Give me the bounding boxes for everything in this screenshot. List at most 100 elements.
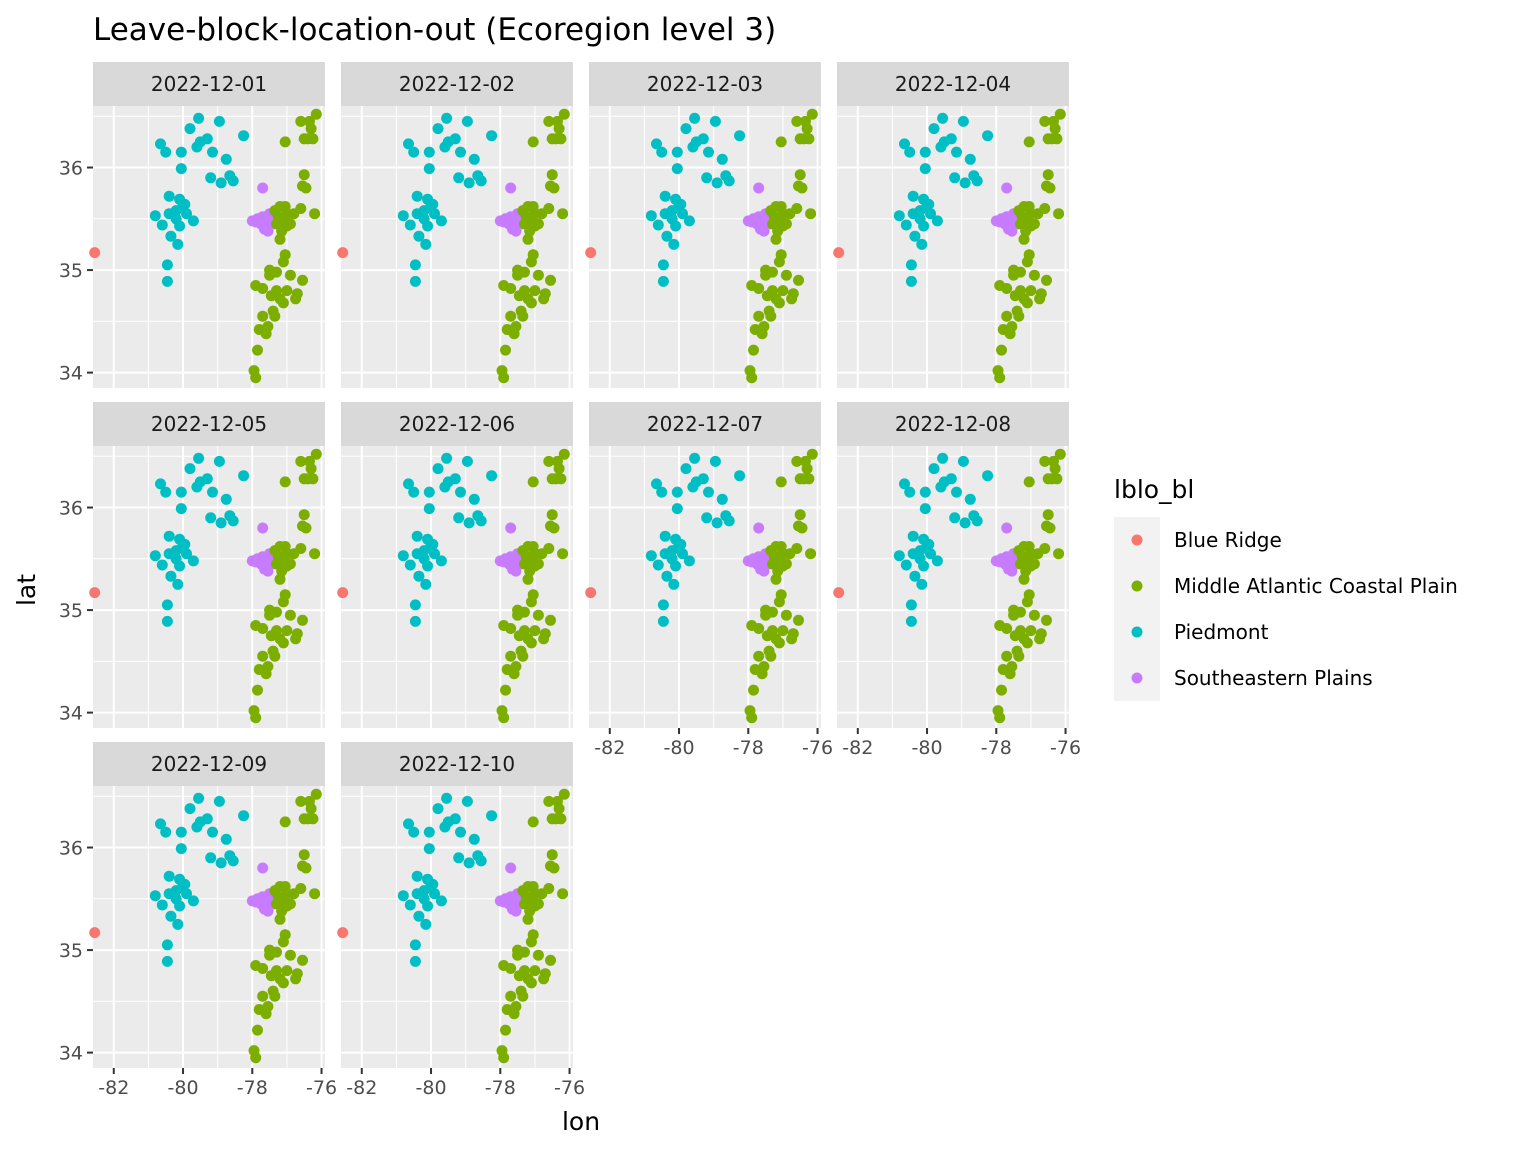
x-tick-label: -76 bbox=[554, 1077, 585, 1099]
data-point bbox=[1053, 548, 1065, 560]
data-point bbox=[181, 888, 192, 900]
data-point bbox=[310, 448, 322, 460]
data-point bbox=[257, 623, 269, 634]
legend-label: Middle Atlantic Coastal Plain bbox=[1174, 574, 1458, 598]
data-point bbox=[945, 133, 957, 145]
data-point bbox=[512, 604, 524, 616]
data-point bbox=[413, 230, 425, 242]
data-point bbox=[557, 548, 569, 560]
data-point bbox=[409, 955, 421, 967]
data-point bbox=[801, 123, 813, 135]
data-point bbox=[191, 141, 203, 153]
data-point bbox=[1049, 463, 1061, 475]
data-point bbox=[501, 664, 513, 675]
data-point bbox=[748, 344, 759, 356]
data-point bbox=[914, 553, 926, 565]
data-point bbox=[264, 604, 276, 616]
data-point bbox=[522, 233, 534, 245]
data-point bbox=[997, 324, 1009, 335]
data-point bbox=[532, 609, 544, 621]
data-point bbox=[1053, 208, 1065, 220]
data-point bbox=[290, 633, 302, 645]
y-tick-label: 34 bbox=[59, 363, 83, 385]
data-point bbox=[1021, 637, 1033, 649]
data-point bbox=[900, 219, 912, 231]
data-point bbox=[512, 944, 524, 956]
data-point bbox=[295, 455, 307, 467]
data-point bbox=[904, 486, 916, 498]
data-point bbox=[1025, 625, 1037, 637]
data-point bbox=[711, 517, 723, 529]
data-point bbox=[928, 123, 940, 135]
data-point bbox=[668, 238, 680, 250]
legend: lblo_bl Blue Ridge Middle Atlantic Coasta… bbox=[1114, 475, 1458, 701]
data-point bbox=[949, 512, 961, 524]
data-point bbox=[971, 515, 983, 527]
data-point bbox=[257, 522, 269, 534]
data-point bbox=[281, 888, 293, 900]
data-point bbox=[925, 208, 936, 220]
data-point bbox=[1021, 596, 1033, 608]
data-point bbox=[184, 123, 196, 135]
facet-strip bbox=[93, 62, 325, 106]
data-point bbox=[1009, 630, 1021, 642]
data-point bbox=[931, 215, 943, 227]
legend-item: Middle Atlantic Coastal Plain bbox=[1114, 563, 1458, 609]
data-point bbox=[666, 213, 678, 225]
facet-strip bbox=[93, 402, 325, 446]
data-point bbox=[475, 175, 487, 187]
data-point bbox=[659, 530, 671, 542]
data-point bbox=[1023, 136, 1035, 148]
data-point bbox=[529, 625, 541, 637]
data-point bbox=[486, 130, 498, 142]
data-point bbox=[585, 247, 597, 259]
data-point bbox=[409, 275, 421, 287]
data-point bbox=[1001, 623, 1013, 634]
data-point bbox=[661, 230, 673, 242]
data-point bbox=[441, 792, 453, 804]
data-point bbox=[175, 843, 187, 855]
data-point bbox=[501, 324, 513, 335]
data-point bbox=[220, 833, 232, 845]
data-point bbox=[753, 623, 765, 634]
data-point bbox=[1008, 604, 1020, 616]
data-point bbox=[337, 247, 349, 259]
data-point bbox=[532, 269, 544, 281]
data-point bbox=[1025, 208, 1037, 220]
data-point bbox=[532, 898, 544, 910]
data-point bbox=[763, 305, 775, 317]
data-point bbox=[264, 944, 276, 956]
data-point bbox=[683, 215, 695, 227]
data-point bbox=[257, 963, 269, 974]
data-point bbox=[527, 816, 539, 828]
data-point bbox=[505, 182, 517, 194]
data-point bbox=[532, 558, 544, 570]
data-point bbox=[914, 213, 926, 225]
data-point bbox=[758, 565, 770, 577]
x-tick-label: -78 bbox=[485, 1077, 516, 1099]
facet-strip-label: 2022-12-09 bbox=[151, 752, 267, 776]
data-point bbox=[746, 712, 758, 724]
data-point bbox=[1042, 133, 1054, 145]
data-point bbox=[207, 486, 218, 498]
data-point bbox=[253, 324, 265, 335]
data-point bbox=[250, 216, 262, 228]
data-point bbox=[1044, 522, 1056, 534]
data-point bbox=[411, 530, 423, 542]
data-point bbox=[397, 210, 409, 222]
data-point bbox=[284, 218, 296, 230]
legend-swatch bbox=[1131, 672, 1143, 684]
data-point bbox=[475, 855, 487, 867]
data-point bbox=[413, 570, 425, 582]
data-point bbox=[760, 264, 772, 276]
data-point bbox=[515, 305, 527, 317]
data-point bbox=[505, 650, 517, 662]
data-point bbox=[543, 115, 555, 127]
data-point bbox=[1039, 455, 1051, 467]
data-point bbox=[295, 115, 307, 127]
data-point bbox=[761, 630, 773, 642]
data-point bbox=[545, 614, 556, 626]
data-point bbox=[746, 216, 758, 228]
data-point bbox=[403, 478, 414, 490]
data-point bbox=[1001, 283, 1013, 294]
